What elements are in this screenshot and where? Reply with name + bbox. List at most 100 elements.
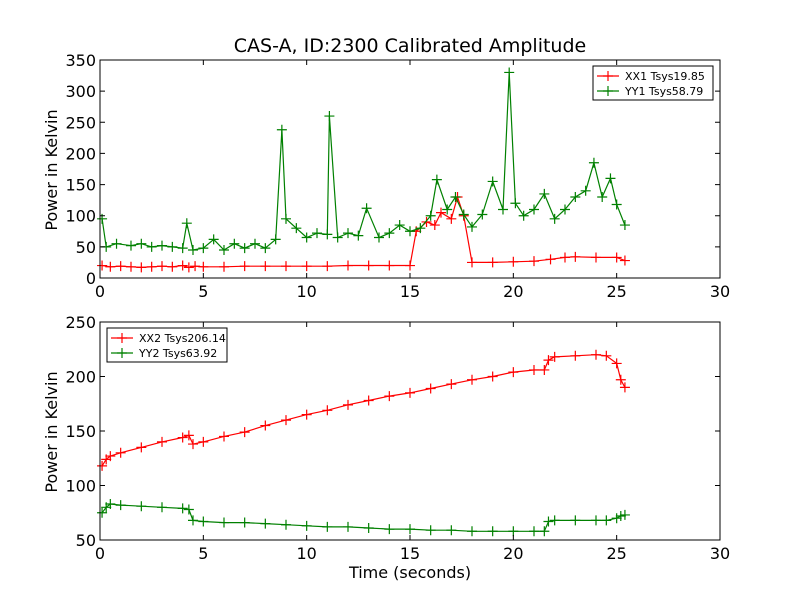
top-series-2-point xyxy=(487,176,498,187)
top-series-1-point xyxy=(157,261,167,272)
top-series-1-point xyxy=(115,261,126,272)
top-series-2-point xyxy=(549,213,560,224)
top-series-1-point xyxy=(105,261,116,272)
bottom-series-1-point xyxy=(219,431,229,442)
bottom-series-1-point xyxy=(198,436,209,447)
top-x-tick-label: 5 xyxy=(198,282,208,301)
top-series-2-point xyxy=(619,220,630,231)
bottom-series-1-point xyxy=(446,379,457,390)
top-series-1-point xyxy=(146,261,157,272)
bottom-y-tick-label: 150 xyxy=(65,422,96,441)
bottom-series-2-point xyxy=(543,516,554,527)
top-series-2-point xyxy=(270,234,281,245)
top-series-2-point xyxy=(229,238,240,249)
top-series-2-point xyxy=(394,220,405,231)
top-series-2-point xyxy=(611,199,622,210)
top-y-tick-label: 100 xyxy=(65,207,96,226)
top-y-tick-label: 350 xyxy=(65,51,96,70)
bottom-series-2-point xyxy=(549,515,560,526)
bottom-chart: 0 5 10 15 20 25 30 50 100 150 200 250 Power in Kelv… xyxy=(42,313,730,582)
bottom-series-2-point xyxy=(183,504,194,515)
top-x-tick-label: 20 xyxy=(503,282,523,301)
top-series-1-point xyxy=(126,261,136,272)
bottom-x-tick-label: 25 xyxy=(606,544,626,563)
top-legend-box xyxy=(592,65,714,101)
top-series-1-point xyxy=(219,261,229,272)
top-series-2-point xyxy=(588,157,599,168)
top-x-tick-label: 15 xyxy=(400,282,420,301)
top-series-2-point xyxy=(157,240,167,251)
top-series-1-point xyxy=(545,254,556,265)
top-x-tick-label: 30 xyxy=(710,282,730,301)
top-series-2-point xyxy=(208,234,219,245)
top-x-tick-label: 10 xyxy=(296,282,316,301)
top-series-2-point xyxy=(188,244,198,255)
bottom-series-1-point xyxy=(177,432,188,443)
top-series-2-point xyxy=(177,243,188,254)
top-series-1-point xyxy=(560,252,570,263)
bottom-series-2-point xyxy=(188,515,198,526)
top-y-tick-label: 50 xyxy=(76,238,96,257)
top-series-2-point xyxy=(353,230,364,241)
bottom-x-tick-label: 30 xyxy=(710,544,730,563)
bottom-series-2-point xyxy=(105,499,116,510)
top-series-1-point xyxy=(177,260,188,271)
bottom-series-2-point xyxy=(487,526,498,537)
top-series-2-point xyxy=(291,223,302,234)
top-series-2-point xyxy=(322,229,333,240)
bottom-series-1-point xyxy=(343,399,353,410)
top-series-2-point xyxy=(343,228,353,239)
top-series-2-point xyxy=(198,243,209,254)
bottom-series-1-point xyxy=(529,364,539,375)
top-y-tick-label: 200 xyxy=(65,144,96,163)
top-series-1-point xyxy=(611,252,622,263)
bottom-legend-label: YY2 Tsys63.92 xyxy=(138,347,217,360)
top-y-tick-label: 300 xyxy=(65,82,96,101)
bottom-series-1-point xyxy=(601,350,612,361)
top-series-1-point xyxy=(322,261,333,272)
top-series-1-point xyxy=(384,260,395,271)
top-series-1-point xyxy=(405,260,415,271)
bottom-series-2-point xyxy=(619,509,630,520)
bottom-series-2-point xyxy=(425,525,436,536)
top-legend-marker xyxy=(603,71,613,81)
top-series-2-point xyxy=(504,67,515,78)
bottom-series-2-point xyxy=(343,521,353,532)
bottom-series-1-point xyxy=(570,350,581,361)
bottom-y-tick-label: 200 xyxy=(65,368,96,387)
bottom-series-2-point xyxy=(601,515,612,526)
bottom-series-2-point xyxy=(384,524,395,535)
top-series-2-point xyxy=(450,192,461,203)
bottom-series-2-point xyxy=(198,516,209,527)
top-series-2-point xyxy=(498,204,508,215)
bottom-series-2-point xyxy=(322,521,333,532)
top-y-tick-label: 150 xyxy=(65,176,96,195)
bottom-plot-area: 0 5 10 15 20 25 30 50 100 150 200 250 xyxy=(65,313,730,563)
bottom-series-2-point xyxy=(446,525,457,536)
bottom-series-2-point xyxy=(363,523,374,534)
top-x-tick-label: 0 xyxy=(95,282,105,301)
bottom-series-2-point xyxy=(467,526,477,537)
bottom-series-2-point xyxy=(281,519,291,530)
top-series-1-point xyxy=(529,256,539,267)
top-series-2-point xyxy=(146,241,157,252)
bottom-series-1-point xyxy=(239,427,250,438)
bottom-series-1-point xyxy=(467,374,477,385)
top-series-2-point xyxy=(324,111,335,122)
top-series-2-point xyxy=(560,204,570,215)
top-series-2-point xyxy=(136,238,147,249)
bottom-series-2-point xyxy=(539,526,550,537)
top-series-1-point xyxy=(429,220,440,231)
top-series-1-point xyxy=(97,260,108,271)
bottom-series-1-point xyxy=(405,387,415,398)
top-series-1-point xyxy=(446,213,457,224)
bottom-series-2-point xyxy=(97,507,108,518)
bottom-series-1-point xyxy=(183,430,194,441)
bottom-series-2-point xyxy=(157,502,167,513)
bottom-series-2-point xyxy=(239,517,250,528)
bottom-legend-box xyxy=(106,327,228,363)
top-series-2-point xyxy=(597,192,608,203)
top-series-1-point xyxy=(508,256,519,267)
top-series-2-point xyxy=(605,173,616,184)
